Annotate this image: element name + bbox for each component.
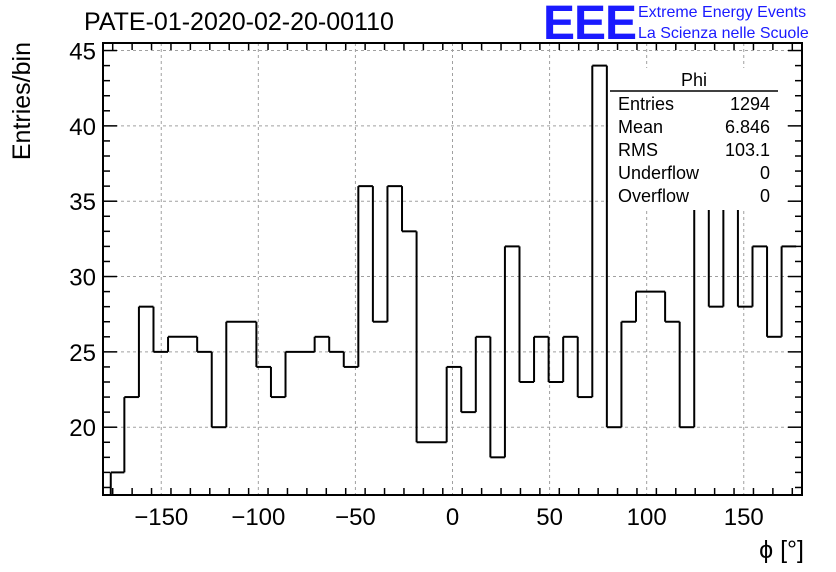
x-tick-label: −50: [335, 504, 376, 531]
y-tick-label: 25: [69, 340, 96, 367]
y-tick-label: 35: [69, 189, 96, 216]
y-tick-label: 20: [69, 415, 96, 442]
stats-label-rms: RMS: [618, 140, 658, 160]
stats-value-mean: 6.846: [725, 117, 770, 137]
y-axis-tick-labels: 20 25 30 35 40 45: [69, 39, 96, 443]
stats-value-rms: 103.1: [725, 140, 770, 160]
stats-value-entries: 1294: [730, 94, 770, 114]
x-tick-label: 50: [536, 504, 563, 531]
x-tick-label: 100: [627, 504, 667, 531]
y-tick-label: 30: [69, 265, 96, 292]
chart-title: PATE-01-2020-02-20-00110: [84, 8, 394, 36]
x-tick-label: 150: [724, 504, 764, 531]
stats-label-entries: Entries: [618, 94, 674, 114]
logo-caption-line2: La Scienza nelle Scuole: [638, 25, 809, 42]
y-tick-label: 40: [69, 114, 96, 141]
x-tick-label: −100: [231, 504, 285, 531]
stats-value-overflow: 0: [760, 186, 770, 206]
x-axis-tick-labels: −150 −100 −50 0 50 100 150: [134, 504, 764, 531]
x-axis-title: ϕ [°]: [759, 536, 804, 564]
x-tick-label: 0: [446, 504, 459, 531]
axis-ticks: [103, 43, 802, 495]
eee-logo: EEE: [543, 0, 637, 50]
stats-box: Phi Entries 1294 Mean 6.846 RMS 103.1 Un…: [608, 68, 784, 210]
stats-label-underflow: Underflow: [618, 163, 700, 183]
stats-value-underflow: 0: [760, 163, 770, 183]
plot-frame: [102, 42, 803, 496]
y-tick-label: 45: [69, 39, 96, 66]
x-tick-label: −150: [134, 504, 188, 531]
stats-title: Phi: [681, 70, 707, 90]
logo-caption-line1: Extreme Energy Events: [638, 4, 807, 21]
stats-label-overflow: Overflow: [618, 186, 690, 206]
y-axis-title: Entries/bin: [8, 42, 36, 160]
stats-label-mean: Mean: [618, 117, 663, 137]
